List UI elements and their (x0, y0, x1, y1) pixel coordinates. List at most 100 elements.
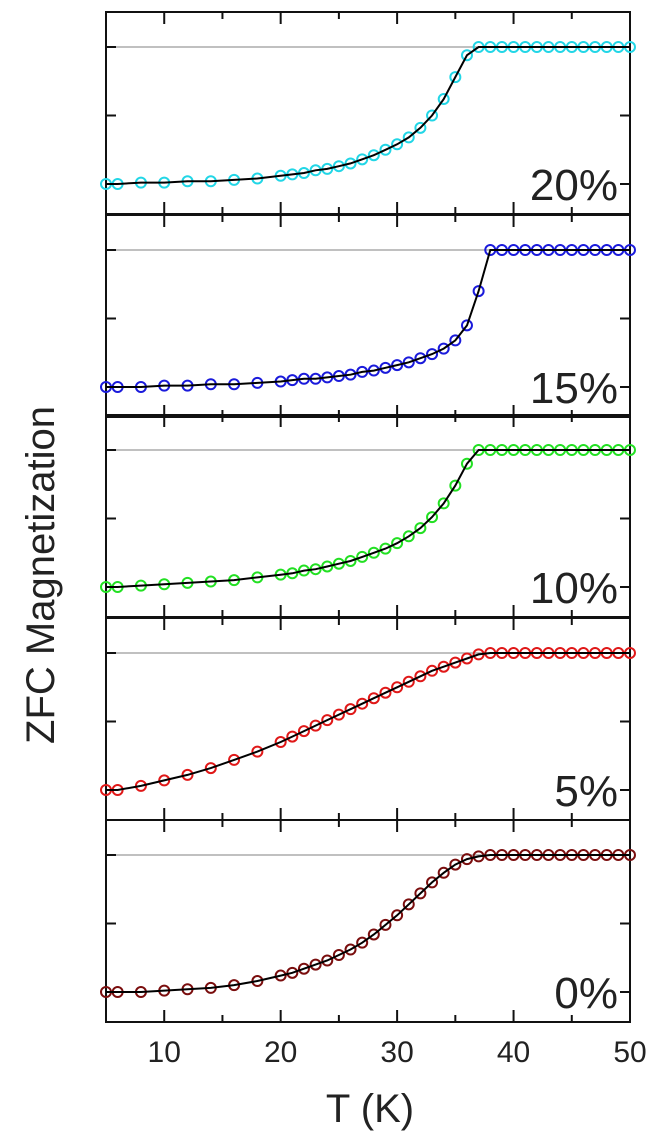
data-point (286, 966, 299, 979)
chart-panels: 20% 15% 10% 5% 0% (100, 11, 636, 1023)
panel-10%: 10% (100, 414, 636, 618)
data-point (228, 753, 241, 766)
x-axis-label: T (K) (326, 1087, 414, 1131)
data-point (391, 359, 404, 372)
data-point (274, 969, 287, 982)
fit-curve (106, 46, 630, 185)
fit-curve (106, 249, 630, 388)
data-point (437, 866, 450, 879)
data-point (379, 918, 392, 931)
doping-label: 0% (554, 969, 618, 1018)
data-point (402, 898, 415, 911)
fit-curve (106, 652, 630, 791)
data-point (356, 697, 369, 710)
data-point (181, 768, 194, 781)
data-point (426, 511, 439, 524)
data-point (391, 537, 404, 550)
data-point (158, 774, 171, 787)
data-point (460, 853, 473, 866)
data-point (437, 497, 450, 510)
data-point (274, 736, 287, 749)
data-point (437, 342, 450, 355)
data-point (356, 153, 369, 166)
data-point (391, 138, 404, 151)
data-point (402, 356, 415, 369)
data-point (321, 954, 334, 967)
data-point (251, 745, 264, 758)
data-point (379, 361, 392, 374)
data-point (391, 909, 404, 922)
data-point (414, 352, 427, 365)
data-point (344, 157, 357, 170)
x-tick-label: 10 (148, 1036, 181, 1069)
data-point (402, 675, 415, 688)
data-point (460, 652, 473, 665)
data-point (332, 160, 345, 173)
data-point (460, 319, 473, 332)
data-point (426, 876, 439, 889)
x-tick-labels: 10 20 30 40 50 (148, 1036, 647, 1069)
data-point (472, 285, 485, 298)
data-point (321, 714, 334, 727)
data-point (449, 656, 462, 669)
fit-curve (106, 854, 630, 993)
data-point (449, 334, 462, 347)
doping-label: 20% (530, 161, 618, 210)
data-point (344, 943, 357, 956)
data-point (332, 557, 345, 570)
data-point (437, 93, 450, 106)
data-point (286, 730, 299, 743)
data-point (379, 143, 392, 156)
data-point (449, 71, 462, 84)
data-point (367, 928, 380, 941)
data-point (460, 457, 473, 470)
data-point (309, 719, 322, 732)
data-point (437, 660, 450, 673)
data-point (414, 670, 427, 683)
data-point (379, 542, 392, 555)
data-point (321, 560, 334, 573)
panel-15%: 15% (100, 214, 636, 418)
data-point (379, 686, 392, 699)
data-point (367, 149, 380, 162)
data-point (297, 962, 310, 975)
data-point (414, 887, 427, 900)
data-point (426, 348, 439, 361)
data-point (414, 522, 427, 535)
x-tick-label: 30 (380, 1036, 413, 1069)
fit-curve (106, 449, 630, 588)
x-tick-label: 20 (264, 1036, 297, 1069)
data-point (449, 479, 462, 492)
data-point (204, 762, 217, 775)
data-point (367, 546, 380, 559)
data-point (402, 530, 415, 543)
panel-0%: 0% (100, 819, 636, 1023)
data-point (344, 703, 357, 716)
x-tick-label: 50 (613, 1036, 646, 1069)
panel-20%: 20% (100, 11, 636, 215)
data-point (332, 708, 345, 721)
doping-label: 10% (530, 564, 618, 613)
x-tick-label: 40 (497, 1036, 530, 1069)
panel-5%: 5% (100, 617, 636, 821)
data-point (344, 554, 357, 567)
data-point (402, 131, 415, 144)
data-point (367, 692, 380, 705)
data-point (356, 550, 369, 563)
data-point (426, 109, 439, 122)
doping-label: 15% (530, 364, 618, 413)
data-point (460, 49, 473, 62)
doping-label: 5% (554, 767, 618, 816)
y-axis-label: ZFC Magnetization (19, 406, 63, 744)
panel-frame (105, 214, 631, 418)
data-point (414, 121, 427, 134)
data-point (449, 858, 462, 871)
data-point (391, 681, 404, 694)
data-point (297, 725, 310, 738)
data-point (426, 664, 439, 677)
panel-frame (105, 819, 631, 1023)
data-point (356, 936, 369, 949)
data-point (332, 949, 345, 962)
data-point (309, 958, 322, 971)
